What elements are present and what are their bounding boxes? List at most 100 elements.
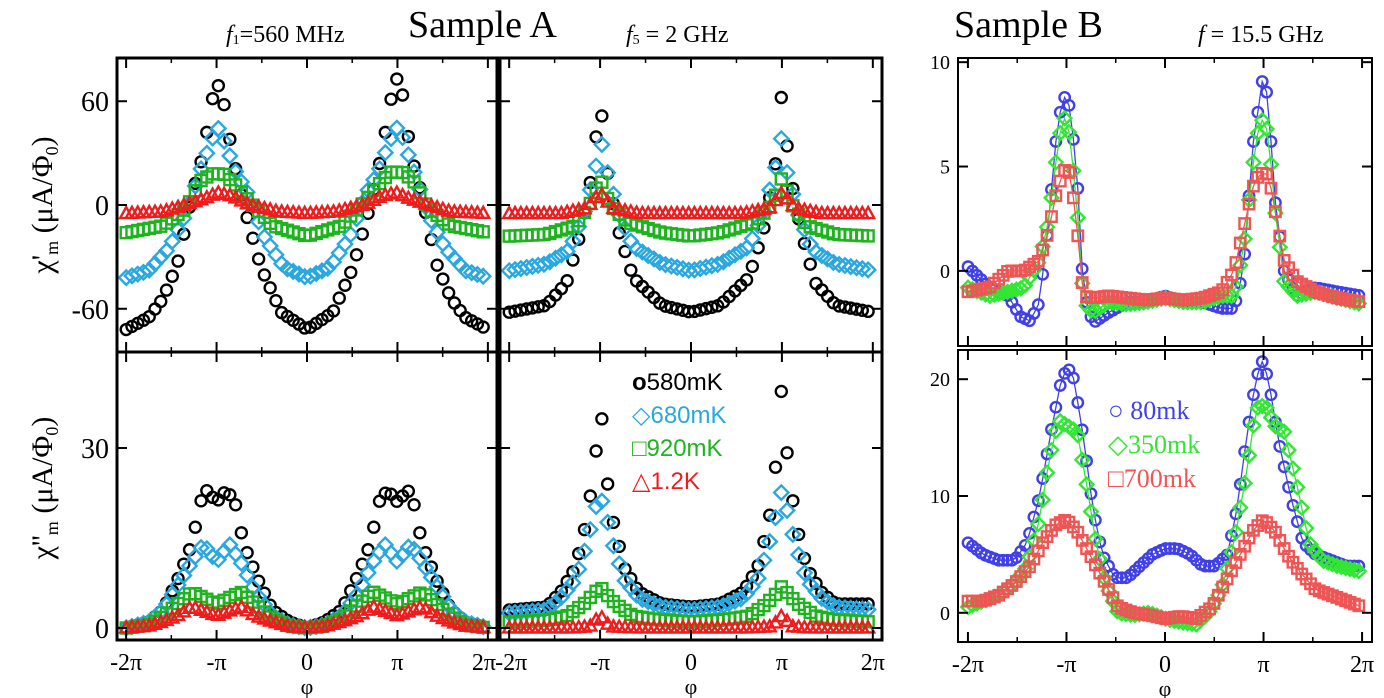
data-point	[861, 304, 875, 319]
data-point	[257, 268, 272, 282]
data-point	[824, 253, 843, 272]
data-point	[1047, 153, 1065, 171]
data-point	[560, 574, 574, 589]
data-point	[1038, 464, 1056, 482]
data-point	[1315, 552, 1333, 570]
data-point	[341, 225, 360, 244]
y-tick-label: 60	[81, 87, 109, 118]
x-tick-label: -2π	[952, 652, 984, 678]
data-point	[593, 492, 611, 510]
series-1.2K	[118, 183, 492, 220]
data-point	[705, 300, 719, 314]
data-point	[1255, 75, 1269, 88]
x-tick-label: 2π	[1350, 652, 1374, 678]
data-point	[349, 248, 364, 262]
data-point	[612, 539, 626, 554]
data-point	[739, 579, 754, 593]
data-point	[1280, 441, 1298, 459]
data-point	[1012, 279, 1030, 297]
x-tick-label: -π	[207, 650, 227, 676]
data-point	[726, 592, 744, 610]
data-point	[554, 584, 569, 598]
data-point	[994, 284, 1012, 302]
data-point	[378, 486, 393, 500]
data-point	[778, 501, 796, 520]
data-point	[577, 522, 592, 537]
data-point	[188, 520, 203, 534]
data-point	[755, 551, 773, 570]
data-point	[1069, 426, 1087, 444]
data-point	[1306, 542, 1324, 560]
freq-sample-b-label: f = 15.5 GHz	[1198, 22, 1324, 48]
x-tick-label: π	[1257, 652, 1269, 678]
data-point	[1350, 562, 1368, 580]
data-point	[417, 600, 434, 615]
data-point	[367, 520, 381, 534]
series-1.2K	[118, 598, 492, 634]
series-680mK	[117, 119, 493, 287]
data-point	[546, 593, 565, 612]
data-point	[354, 196, 371, 212]
data-point	[763, 508, 777, 522]
data-point	[778, 612, 796, 627]
data-point	[154, 294, 168, 309]
data-point	[171, 254, 185, 268]
data-point	[476, 225, 490, 239]
data-point	[169, 220, 187, 239]
data-point	[595, 109, 609, 123]
data-point	[1244, 153, 1262, 171]
data-point	[194, 494, 208, 508]
data-point	[847, 258, 866, 277]
data-point	[1071, 396, 1085, 409]
data-point	[572, 546, 586, 561]
data-point	[152, 613, 169, 629]
freq-f5-label: f5 = 2 GHz	[626, 22, 729, 48]
data-point	[1297, 519, 1315, 537]
data-point	[234, 526, 249, 540]
data-point	[743, 229, 762, 248]
data-point	[181, 194, 198, 210]
y-label-bottom: χ''m (μA/Φ0)	[26, 417, 62, 561]
y-tick-label: 10	[930, 486, 950, 508]
data-point	[1264, 135, 1278, 148]
data-point	[233, 598, 250, 613]
data-point	[187, 192, 204, 208]
data-point	[476, 320, 490, 334]
data-point	[211, 78, 226, 93]
data-point	[239, 601, 256, 617]
data-point	[587, 157, 605, 175]
data-point	[855, 303, 870, 317]
data-point	[757, 534, 771, 549]
x-tick-label: π	[391, 650, 403, 676]
data-point	[221, 147, 239, 165]
freq-f1-label: f1=560 MHz	[226, 22, 345, 48]
data-point	[1290, 515, 1304, 529]
data-point	[192, 538, 210, 557]
data-point	[1332, 558, 1350, 576]
data-point	[457, 262, 475, 280]
legend-entry-580mk: o580mK	[632, 369, 723, 396]
data-point	[593, 135, 611, 154]
data-point	[1268, 205, 1282, 219]
data-point	[269, 293, 283, 308]
panel-b_top: 10 5 0	[930, 52, 1373, 347]
data-point	[1018, 538, 1032, 552]
data-point	[163, 232, 182, 251]
data-point	[836, 256, 854, 275]
data-point	[441, 286, 456, 300]
data-point	[773, 184, 790, 200]
data-point	[1238, 217, 1252, 230]
data-point	[1275, 423, 1293, 441]
data-point	[216, 604, 233, 619]
data-point	[1198, 559, 1212, 573]
data-point	[365, 191, 382, 206]
data-point	[569, 560, 588, 579]
y-tick-label: 0	[95, 191, 109, 222]
data-point	[1067, 371, 1080, 385]
data-point	[1060, 123, 1078, 141]
data-point	[841, 257, 860, 276]
x-tick-label: 0	[685, 650, 697, 676]
y-tick-label: 10	[930, 52, 950, 74]
data-point	[407, 498, 421, 512]
